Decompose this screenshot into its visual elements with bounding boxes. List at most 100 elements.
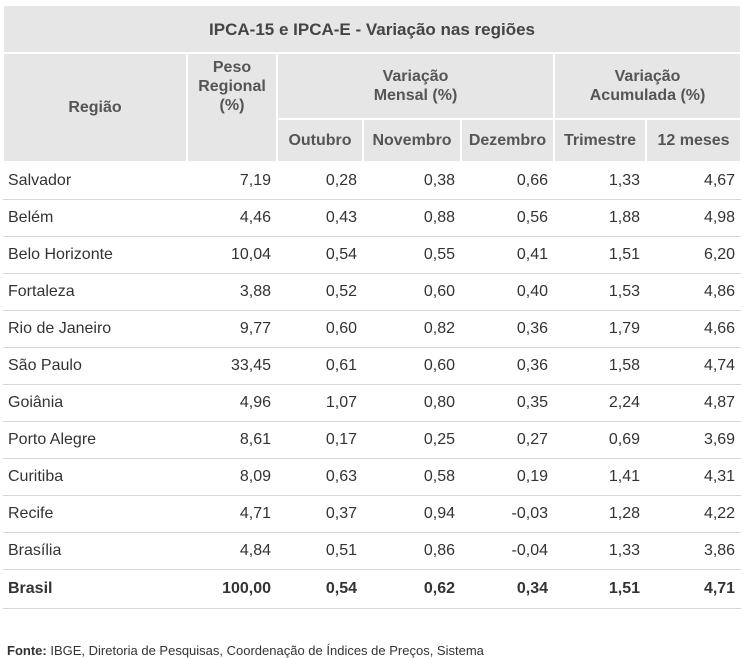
cell-peso: 8,09 [187, 458, 277, 496]
header-outubro: Outubro [276, 118, 364, 163]
cell-outubro: 0,52 [277, 273, 363, 311]
cell-12-meses: 4,31 [646, 458, 742, 496]
table-row: São Paulo 33,45 0,61 0,60 0,36 1,58 4,74 [3, 347, 742, 385]
cell-dezembro: 0,27 [461, 421, 554, 459]
header-variacao-acumulada: Variação Acumulada (%) [552, 52, 743, 120]
cell-dezembro: 0,56 [461, 199, 554, 237]
cell-dezembro: 0,35 [461, 384, 554, 422]
cell-novembro-total: 0,62 [363, 569, 461, 609]
header-peso-line1: Peso [212, 59, 252, 76]
cell-novembro: 0,38 [363, 162, 461, 200]
cell-peso: 3,88 [187, 273, 277, 311]
cell-12-meses: 6,20 [646, 236, 742, 274]
cell-regiao: São Paulo [3, 347, 187, 385]
cell-dezembro: 0,36 [461, 310, 554, 348]
cell-12-meses: 4,86 [646, 273, 742, 311]
cell-dezembro-total: 0,34 [461, 569, 554, 609]
cell-12-meses: 4,98 [646, 199, 742, 237]
cell-peso: 9,77 [187, 310, 277, 348]
cell-trimestre-total: 1,51 [554, 569, 646, 609]
cell-trimestre: 1,51 [554, 236, 646, 274]
table-row: Brasília 4,84 0,51 0,86 -0,04 1,33 3,86 [3, 532, 742, 570]
table-row: Porto Alegre 8,61 0,17 0,25 0,27 0,69 3,… [3, 421, 742, 459]
cell-peso: 4,71 [187, 495, 277, 533]
cell-regiao: Goiânia [3, 384, 187, 422]
header-novembro: Novembro [362, 118, 462, 163]
cell-novembro: 0,60 [363, 347, 461, 385]
cell-peso-total: 100,00 [187, 569, 277, 609]
cell-trimestre: 1,53 [554, 273, 646, 311]
cell-12-meses: 4,66 [646, 310, 742, 348]
header-mensal-line1: Variação [382, 68, 449, 85]
cell-outubro: 0,37 [277, 495, 363, 533]
cell-trimestre: 2,24 [554, 384, 646, 422]
table-title: IPCA-15 e IPCA-E - Variação nas regiões [1, 4, 743, 54]
source-label: Fonte: [7, 643, 47, 658]
source-note: Fonte: IBGE, Diretoria de Pesquisas, Coo… [7, 643, 484, 658]
cell-dezembro: -0,03 [461, 495, 554, 533]
table-total-row: Brasil 100,00 0,54 0,62 0,34 1,51 4,71 [3, 569, 742, 609]
cell-12-meses: 4,87 [646, 384, 742, 422]
cell-trimestre: 0,69 [554, 421, 646, 459]
cell-outubro-total: 0,54 [277, 569, 363, 609]
cell-12-meses: 3,69 [646, 421, 742, 459]
cell-regiao: Fortaleza [3, 273, 187, 311]
cell-12-meses: 3,86 [646, 532, 742, 570]
cell-novembro: 0,88 [363, 199, 461, 237]
cell-dezembro: 0,36 [461, 347, 554, 385]
header-trimestre: Trimestre [553, 118, 647, 163]
cell-peso: 33,45 [187, 347, 277, 385]
header-peso-regional: Peso Regional (%) [186, 52, 278, 163]
cell-12-meses: 4,22 [646, 495, 742, 533]
header-acumulada-line2: Acumulada (%) [589, 87, 706, 104]
cell-outubro: 1,07 [277, 384, 363, 422]
table-row: Curitiba 8,09 0,63 0,58 0,19 1,41 4,31 [3, 458, 742, 496]
table-row: Fortaleza 3,88 0,52 0,60 0,40 1,53 4,86 [3, 273, 742, 311]
cell-dezembro: 0,40 [461, 273, 554, 311]
cell-novembro: 0,58 [363, 458, 461, 496]
cell-regiao: Salvador [3, 162, 187, 200]
cell-outubro: 0,60 [277, 310, 363, 348]
source-text: IBGE, Diretoria de Pesquisas, Coordenaçã… [46, 643, 484, 658]
header-dezembro: Dezembro [460, 118, 555, 163]
cell-regiao: Porto Alegre [3, 421, 187, 459]
table-row: Rio de Janeiro 9,77 0,60 0,82 0,36 1,79 … [3, 310, 742, 348]
cell-regiao: Curitiba [3, 458, 187, 496]
cell-outubro: 0,17 [277, 421, 363, 459]
cell-peso: 10,04 [187, 236, 277, 274]
cell-trimestre: 1,88 [554, 199, 646, 237]
cell-outubro: 0,54 [277, 236, 363, 274]
cell-novembro: 0,94 [363, 495, 461, 533]
cell-outubro: 0,63 [277, 458, 363, 496]
cell-novembro: 0,80 [363, 384, 461, 422]
header-mensal-line2: Mensal (%) [373, 87, 458, 104]
header-12-meses: 12 meses [644, 118, 743, 163]
table-row: Goiânia 4,96 1,07 0,80 0,35 2,24 4,87 [3, 384, 742, 422]
cell-regiao: Brasília [3, 532, 187, 570]
header-peso-line2: Regional [198, 78, 266, 95]
cell-novembro: 0,25 [363, 421, 461, 459]
cell-peso: 7,19 [187, 162, 277, 200]
cell-outubro: 0,51 [277, 532, 363, 570]
cell-peso: 4,46 [187, 199, 277, 237]
table-row: Belém 4,46 0,43 0,88 0,56 1,88 4,98 [3, 199, 742, 237]
cell-dezembro: -0,04 [461, 532, 554, 570]
cell-novembro: 0,60 [363, 273, 461, 311]
cell-regiao: Recife [3, 495, 187, 533]
ipca-table-container: IPCA-15 e IPCA-E - Variação nas regiões … [1, 4, 743, 609]
cell-novembro: 0,82 [363, 310, 461, 348]
cell-novembro: 0,86 [363, 532, 461, 570]
cell-outubro: 0,61 [277, 347, 363, 385]
cell-12-meses: 4,74 [646, 347, 742, 385]
cell-trimestre: 1,33 [554, 162, 646, 200]
ipca-regions-table: IPCA-15 e IPCA-E - Variação nas regiões … [1, 4, 743, 609]
cell-trimestre: 1,28 [554, 495, 646, 533]
cell-dezembro: 0,66 [461, 162, 554, 200]
cell-peso: 8,61 [187, 421, 277, 459]
cell-trimestre: 1,41 [554, 458, 646, 496]
header-acumulada-line1: Variação [614, 68, 681, 85]
cell-regiao: Belo Horizonte [3, 236, 187, 274]
cell-novembro: 0,55 [363, 236, 461, 274]
table-row: Salvador 7,19 0,28 0,38 0,66 1,33 4,67 [3, 162, 742, 200]
cell-regiao-total: Brasil [3, 569, 187, 609]
